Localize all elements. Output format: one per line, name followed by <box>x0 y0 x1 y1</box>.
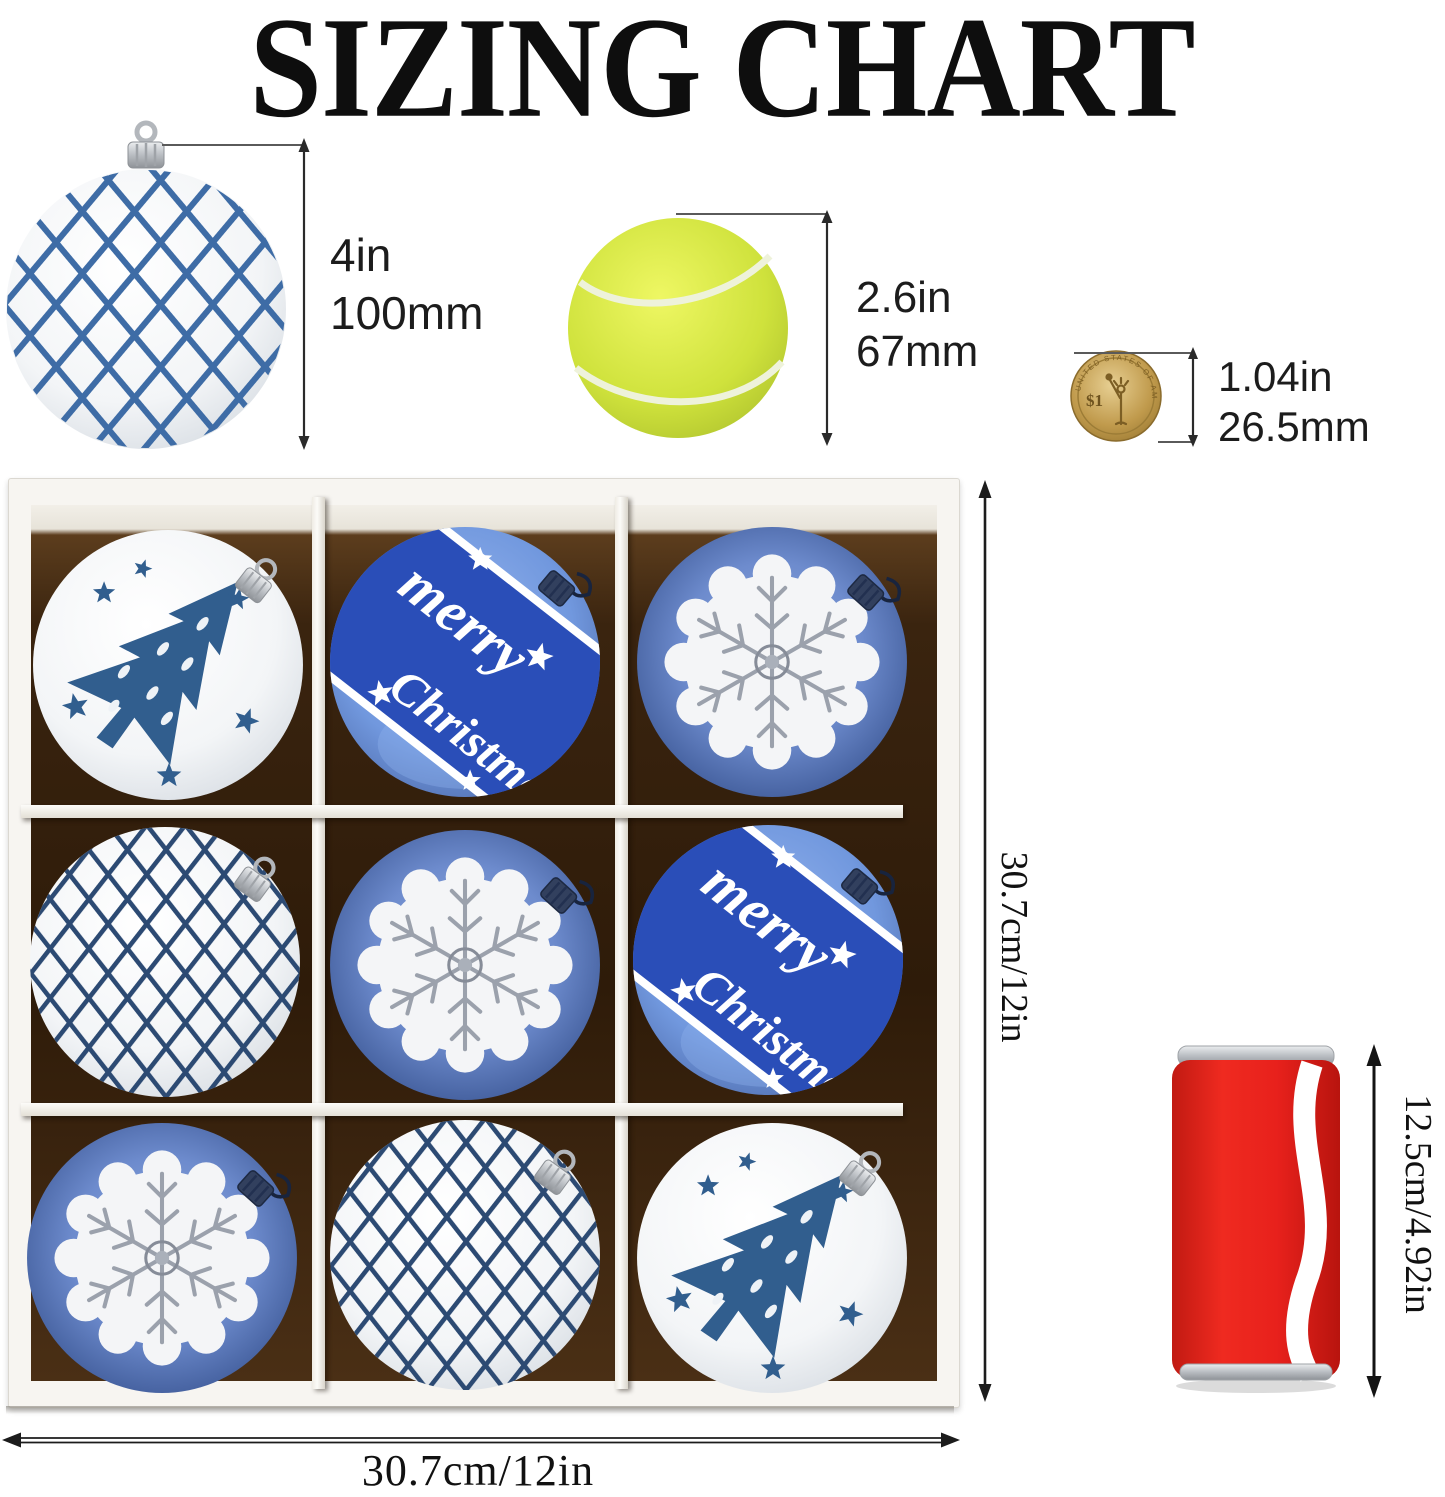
dimension-tick-coin-top <box>1074 352 1192 354</box>
can-bottom-rim <box>1179 1363 1333 1381</box>
box-divider-horizontal-bottom <box>21 1103 903 1116</box>
dimension-arrow-tennis <box>821 210 833 446</box>
ornament-hanger-ring <box>134 120 158 144</box>
reference-ornament-image <box>6 120 286 449</box>
tennis-ball-image <box>568 218 788 438</box>
dimension-arrow-coin <box>1188 347 1198 447</box>
ornament-snowflake-blue-r1c3 <box>635 525 909 799</box>
ornament-merry-blue-r2c3 <box>631 823 905 1097</box>
box-divider-horizontal-top <box>21 805 903 818</box>
ornament-tree-white-r1c1 <box>31 528 305 802</box>
page-title: SIZING CHART <box>249 0 1195 148</box>
dimension-tick-tennis-top <box>676 213 828 215</box>
ornament-snowflake-blue-r3c1 <box>25 1121 299 1395</box>
tennis-size-inches: 2.6in <box>856 273 952 322</box>
coin-size-mm: 26.5mm <box>1218 403 1370 450</box>
can-swoosh <box>1286 1060 1327 1382</box>
ornament-lattice-white-r2c1 <box>28 825 302 1099</box>
box-divider-vertical-right <box>615 497 628 1389</box>
ornament-tree-white-r3c3 <box>635 1121 909 1395</box>
box-width-label: 30.7cm/12in <box>361 1446 595 1495</box>
ornament-lattice-white-r3c2 <box>328 1118 602 1392</box>
box-height-label: 30.7cm/12in <box>993 851 1035 1043</box>
can-height-label: 12.5cm/4.92in <box>1397 1094 1439 1314</box>
dollar-coin-image: UNITED STATES OF AMERICA $1 <box>1068 348 1162 442</box>
coin-denomination: $1 <box>1086 391 1103 410</box>
dimension-arrow-can <box>1366 1044 1382 1398</box>
statue-of-liberty-figure <box>1105 373 1130 426</box>
coin-size-inches: 1.04in <box>1218 353 1333 400</box>
dimension-tick-coin-bottom <box>1158 441 1192 443</box>
ornament-size-inches: 4in <box>330 229 392 281</box>
ornament-snowflake-blue-r2c2 <box>328 828 602 1102</box>
dimension-tick-ornament-top <box>162 144 304 146</box>
tennis-size-mm: 67mm <box>856 327 979 376</box>
dimension-arrow-ornament <box>298 138 310 450</box>
ornament-size-mm: 100mm <box>330 287 484 339</box>
box-divider-vertical-left <box>312 497 325 1389</box>
soda-can-image <box>1172 1045 1340 1393</box>
dimension-arrow-box-width <box>2 1432 960 1448</box>
dimension-arrow-box-height <box>978 480 992 1402</box>
ornament-merry-blue-r1c2 <box>328 525 602 799</box>
box-shadow <box>6 1406 954 1414</box>
